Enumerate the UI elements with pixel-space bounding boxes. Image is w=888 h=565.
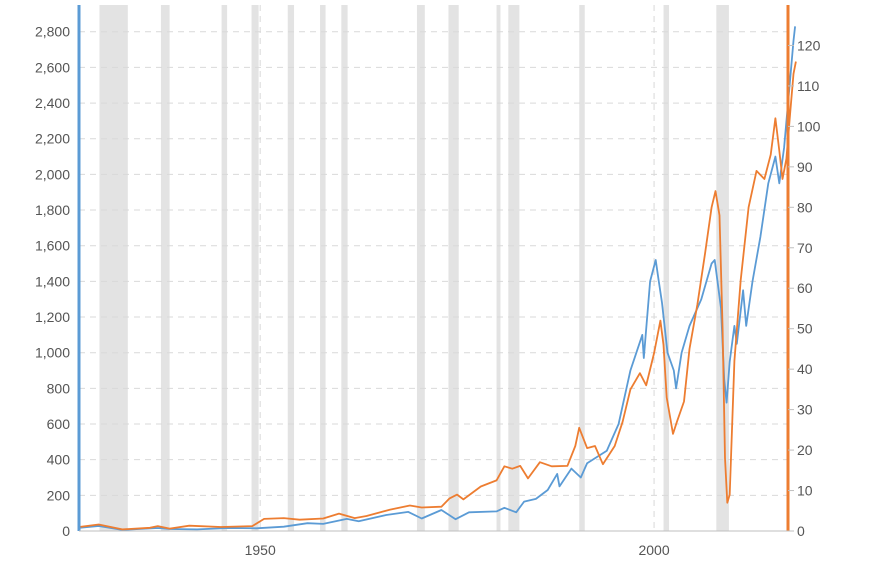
right-tick-label: 0 <box>797 523 805 539</box>
recession-band-5 <box>320 5 326 531</box>
left-tick-label: 0 <box>62 523 70 539</box>
right-tick-label: 110 <box>797 78 820 94</box>
left-tick-label: 1,000 <box>35 345 70 361</box>
right-tick-label: 30 <box>797 402 813 418</box>
tick-labels: 02004006008001,0001,2001,4001,6001,8002,… <box>35 24 821 558</box>
recession-band-10 <box>508 5 520 531</box>
x-tick-label: 2000 <box>638 542 669 558</box>
recession-band-9 <box>496 5 501 531</box>
recession-band-7 <box>416 5 425 531</box>
left-tick-label: 1,600 <box>35 238 70 254</box>
recession-band-8 <box>448 5 459 531</box>
recession-band-1 <box>160 5 170 531</box>
right-tick-label: 80 <box>797 199 813 215</box>
left-tick-label: 1,200 <box>35 309 70 325</box>
left-tick-label: 600 <box>47 416 71 432</box>
left-tick-label: 2,000 <box>35 166 70 182</box>
right-tick-label: 120 <box>797 37 821 53</box>
recession-band-13 <box>716 5 729 531</box>
left-tick-label: 2,600 <box>35 59 70 75</box>
recession-band-4 <box>287 5 295 531</box>
series-line-right <box>78 61 797 531</box>
recession-band-0 <box>99 5 128 531</box>
left-tick-label: 2,800 <box>35 24 70 40</box>
recession-band-11 <box>579 5 585 531</box>
series-line-left <box>78 26 796 531</box>
left-tick-label: 1,400 <box>35 273 70 289</box>
right-tick-label: 90 <box>797 159 813 175</box>
left-tick-label: 2,400 <box>35 95 70 111</box>
left-tick-label: 2,200 <box>35 131 70 147</box>
left-tick-label: 800 <box>47 380 71 396</box>
right-tick-label: 60 <box>797 280 813 296</box>
x-tick-label: 1950 <box>245 542 276 558</box>
right-tick-label: 100 <box>797 118 821 134</box>
recession-bands <box>99 5 729 531</box>
left-tick-label: 1,800 <box>35 202 70 218</box>
right-tick-label: 50 <box>797 321 813 337</box>
right-tick-label: 20 <box>797 442 813 458</box>
grid-lines <box>79 5 788 531</box>
left-tick-label: 400 <box>47 452 71 468</box>
recession-band-6 <box>341 5 348 531</box>
left-tick-label: 200 <box>47 487 71 503</box>
recession-band-3 <box>251 5 259 531</box>
right-tick-label: 10 <box>797 483 813 499</box>
right-tick-label: 70 <box>797 240 813 256</box>
right-tick-label: 40 <box>797 361 813 377</box>
axes <box>77 5 794 532</box>
recession-band-2 <box>221 5 228 531</box>
series-lines <box>78 26 797 531</box>
recession-band-12 <box>663 5 670 531</box>
